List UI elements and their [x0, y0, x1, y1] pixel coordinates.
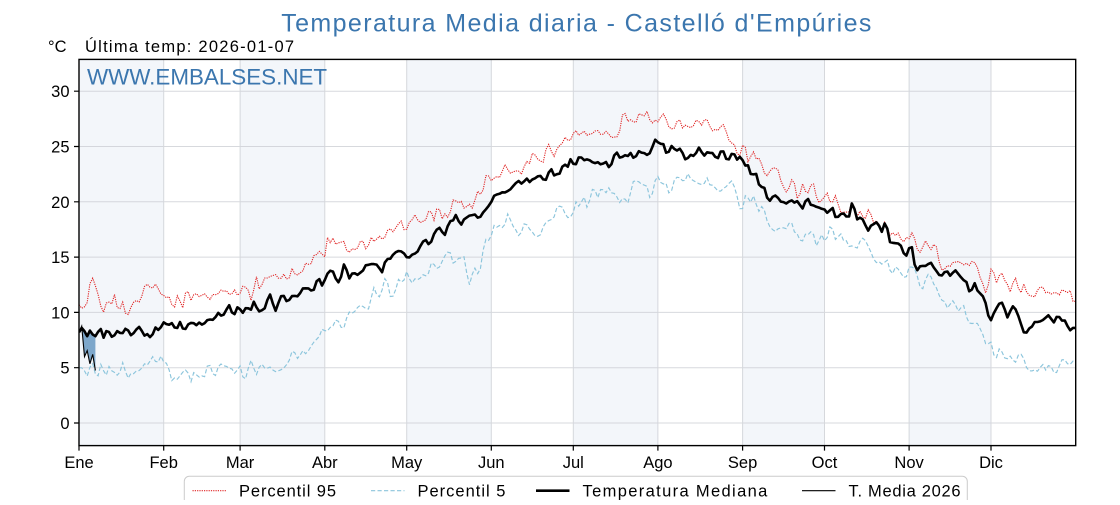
- svg-text:Percentil 95: Percentil 95: [239, 483, 337, 501]
- svg-text:Temperatura Mediana: Temperatura Mediana: [583, 483, 769, 501]
- svg-text:Temperatura Media diaria - Cas: Temperatura Media diaria - Castelló d'Em…: [281, 10, 873, 38]
- svg-text:WWW.EMBALSES.NET: WWW.EMBALSES.NET: [87, 65, 327, 90]
- svg-text:Última temp: 2026-01-07: Última temp: 2026-01-07: [85, 37, 295, 56]
- svg-text:Ago: Ago: [643, 454, 672, 472]
- svg-text:20: 20: [51, 194, 69, 212]
- svg-text:Sep: Sep: [728, 454, 757, 472]
- svg-text:Percentil 5: Percentil 5: [418, 483, 507, 501]
- svg-text:25: 25: [51, 139, 69, 157]
- svg-text:5: 5: [60, 360, 69, 378]
- svg-text:°C: °C: [48, 38, 67, 56]
- svg-text:Mar: Mar: [226, 454, 255, 472]
- svg-text:30: 30: [51, 83, 69, 101]
- svg-text:T. Media 2026: T. Media 2026: [849, 483, 962, 501]
- svg-text:Feb: Feb: [149, 454, 177, 472]
- svg-text:Dic: Dic: [979, 454, 1003, 472]
- svg-text:Jun: Jun: [478, 454, 505, 472]
- svg-text:Ene: Ene: [64, 454, 93, 472]
- svg-text:Oct: Oct: [812, 454, 838, 472]
- svg-text:Abr: Abr: [312, 454, 338, 472]
- svg-text:Nov: Nov: [894, 454, 924, 472]
- svg-text:0: 0: [60, 415, 69, 433]
- svg-text:Jul: Jul: [563, 454, 584, 472]
- svg-text:15: 15: [51, 249, 69, 267]
- svg-text:10: 10: [51, 304, 69, 322]
- svg-text:May: May: [391, 454, 423, 472]
